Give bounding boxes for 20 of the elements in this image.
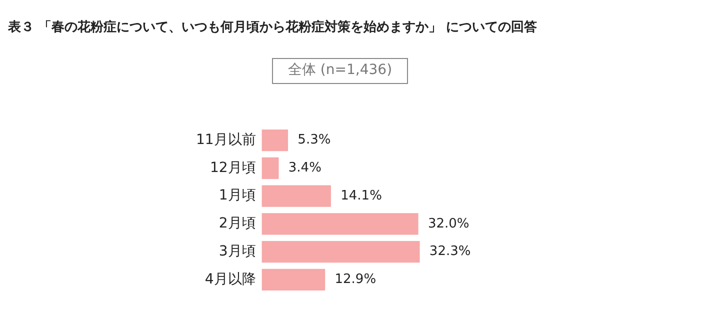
bar (262, 157, 279, 180)
y-tick-label: 12月頃 (210, 160, 256, 176)
y-tick-label: 2月頃 (218, 216, 256, 232)
bar (262, 185, 331, 207)
bar (262, 130, 288, 152)
data-label: 12.9% (334, 272, 376, 288)
data-label: 5.3% (298, 132, 331, 148)
y-tick-label: 1月頃 (218, 188, 256, 204)
data-label: 3.4% (288, 160, 322, 176)
y-tick-label: 11月以前 (196, 132, 256, 148)
data-label: 32.0% (428, 216, 470, 232)
y-tick-label: 3月頃 (218, 243, 256, 260)
bar (262, 240, 420, 263)
data-label: 32.3% (429, 244, 471, 260)
y-tick-label: 4月以降 (204, 271, 256, 288)
data-label: 14.1% (340, 188, 382, 204)
chart-title: 表３ 「春の花粉症について、いつも何月頃から花粉症対策を始めますか」 についての回答 (8, 18, 538, 36)
bar (262, 213, 418, 235)
bar (262, 268, 326, 290)
chart-subtitle: 全体 (n=1,436) (272, 58, 408, 84)
